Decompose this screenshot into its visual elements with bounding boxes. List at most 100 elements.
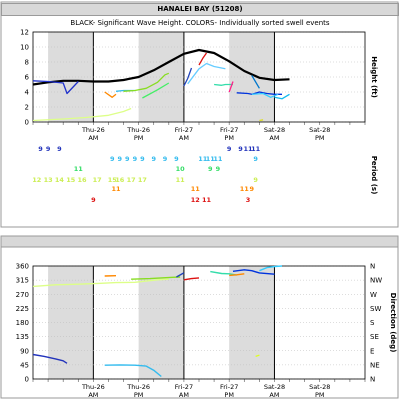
compass-tick-label: SW <box>370 305 381 313</box>
bottom-title-bar <box>0 235 399 248</box>
swell-height-line <box>32 107 132 122</box>
height-y-tick-label: 6 <box>25 74 30 82</box>
period-value: 3 <box>246 196 251 204</box>
height-plot-border <box>32 31 366 123</box>
period-value: 13 <box>44 176 53 184</box>
compass-tick-label: NW <box>370 277 382 285</box>
period-value: 9 <box>110 155 115 163</box>
height-night-band <box>138 32 184 122</box>
height-axis-label: Height (ft) <box>370 56 378 98</box>
direction-y-tick-label: 360 <box>16 263 29 271</box>
direction-y-tick-label: 0 <box>25 376 29 384</box>
swell-direction-line <box>176 272 185 278</box>
height-x-tick-sublabel: AM <box>88 134 98 142</box>
period-value: 9 <box>250 185 255 193</box>
direction-y-tick-label: 315 <box>16 277 29 285</box>
period-value: 9 <box>208 165 213 173</box>
swell-height-line <box>142 82 170 99</box>
swell-height-line <box>274 93 290 100</box>
period-value: 17 <box>127 176 136 184</box>
period-value: 14 <box>55 176 65 184</box>
direction-axis-label: Direction (deg) <box>389 293 397 353</box>
compass-tick-label: N <box>370 376 375 384</box>
swell-height-line <box>32 80 79 95</box>
swell-height-line <box>236 91 282 95</box>
swell-height-line <box>214 83 233 86</box>
period-value: 16 <box>78 176 88 184</box>
swell-direction-line <box>131 276 181 280</box>
swell-height-line <box>251 92 279 98</box>
direction-x-tick-label: Thu-26 <box>126 383 150 391</box>
direction-x-tick-label: Fri-27 <box>175 383 193 391</box>
height-y-tick-label: 8 <box>25 59 29 67</box>
swell-height-line <box>187 62 226 85</box>
swell-height-line <box>104 91 117 98</box>
height-x-tick-sublabel: PM <box>315 134 325 142</box>
height-x-tick-label: Sat-28 <box>309 126 330 134</box>
direction-y-tick-label: 135 <box>16 333 29 341</box>
period-value: 9 <box>57 145 62 153</box>
period-value: 11 <box>240 185 250 193</box>
compass-tick-label: SE <box>370 333 379 341</box>
direction-y-tick-label: 180 <box>16 319 29 327</box>
period-value: 9 <box>151 155 156 163</box>
direction-x-tick-sublabel: AM <box>88 391 98 399</box>
swell-direction-line <box>229 273 245 277</box>
swell-direction-line <box>104 364 162 378</box>
direction-night-band <box>229 266 275 379</box>
swell-direction-line <box>232 269 275 275</box>
direction-x-tick-sublabel: PM <box>134 391 144 399</box>
period-value: 9 <box>174 155 179 163</box>
period-value: 9 <box>163 155 168 163</box>
period-value: 9 <box>253 176 258 184</box>
direction-y-tick-label: 45 <box>20 361 29 369</box>
period-value: 12 <box>191 196 200 204</box>
direction-night-band <box>138 266 184 379</box>
period-value: 11 <box>202 196 212 204</box>
direction-x-tick-sublabel: AM <box>269 391 279 399</box>
height-x-tick-sublabel: AM <box>179 134 189 142</box>
direction-x-tick-label: Thu-26 <box>81 383 105 391</box>
compass-tick-label: E <box>370 347 374 355</box>
direction-x-tick-label: Fri-27 <box>220 383 238 391</box>
period-value: 9 <box>227 145 232 153</box>
period-value: 11 <box>176 176 186 184</box>
height-y-tick-label: 2 <box>25 104 29 112</box>
height-night-band <box>48 32 94 122</box>
period-axis-label: Period (s) <box>370 156 378 195</box>
swell-height-line <box>123 72 170 92</box>
direction-x-tick-sublabel: PM <box>224 391 234 399</box>
period-value: 9 <box>38 145 43 153</box>
height-night-band <box>229 32 275 122</box>
swell-height-line <box>251 75 260 89</box>
period-value: 11 <box>251 145 261 153</box>
height-x-tick-label: Fri-27 <box>220 126 238 134</box>
compass-tick-label: W <box>370 291 377 299</box>
period-value: 9 <box>46 145 51 153</box>
height-x-tick-label: Thu-26 <box>81 126 105 134</box>
swell-height-line <box>183 67 193 87</box>
height-x-tick-label: Thu-26 <box>126 126 150 134</box>
compass-tick-label: S <box>370 319 375 327</box>
direction-plot-border <box>32 265 366 380</box>
height-x-tick-label: Fri-27 <box>175 126 193 134</box>
swell-height-line <box>259 119 264 122</box>
swell-direction-line <box>259 265 283 272</box>
direction-x-tick-label: Sat-28 <box>309 383 330 391</box>
height-x-tick-sublabel: AM <box>269 134 279 142</box>
period-value: 11 <box>198 155 208 163</box>
direction-x-tick-sublabel: AM <box>179 391 189 399</box>
height-x-tick-label: Sat-28 <box>264 126 285 134</box>
period-value: 9 <box>91 196 96 204</box>
period-value: 11 <box>111 185 121 193</box>
top-panel-border <box>0 1 399 228</box>
period-value: 9 <box>216 165 221 173</box>
period-value: 9 <box>140 155 145 163</box>
swell-height-line <box>228 81 234 93</box>
period-value: 17 <box>138 176 147 184</box>
period-value: 11 <box>191 185 201 193</box>
swell-height-line <box>198 52 208 66</box>
period-value: 11 <box>206 155 216 163</box>
